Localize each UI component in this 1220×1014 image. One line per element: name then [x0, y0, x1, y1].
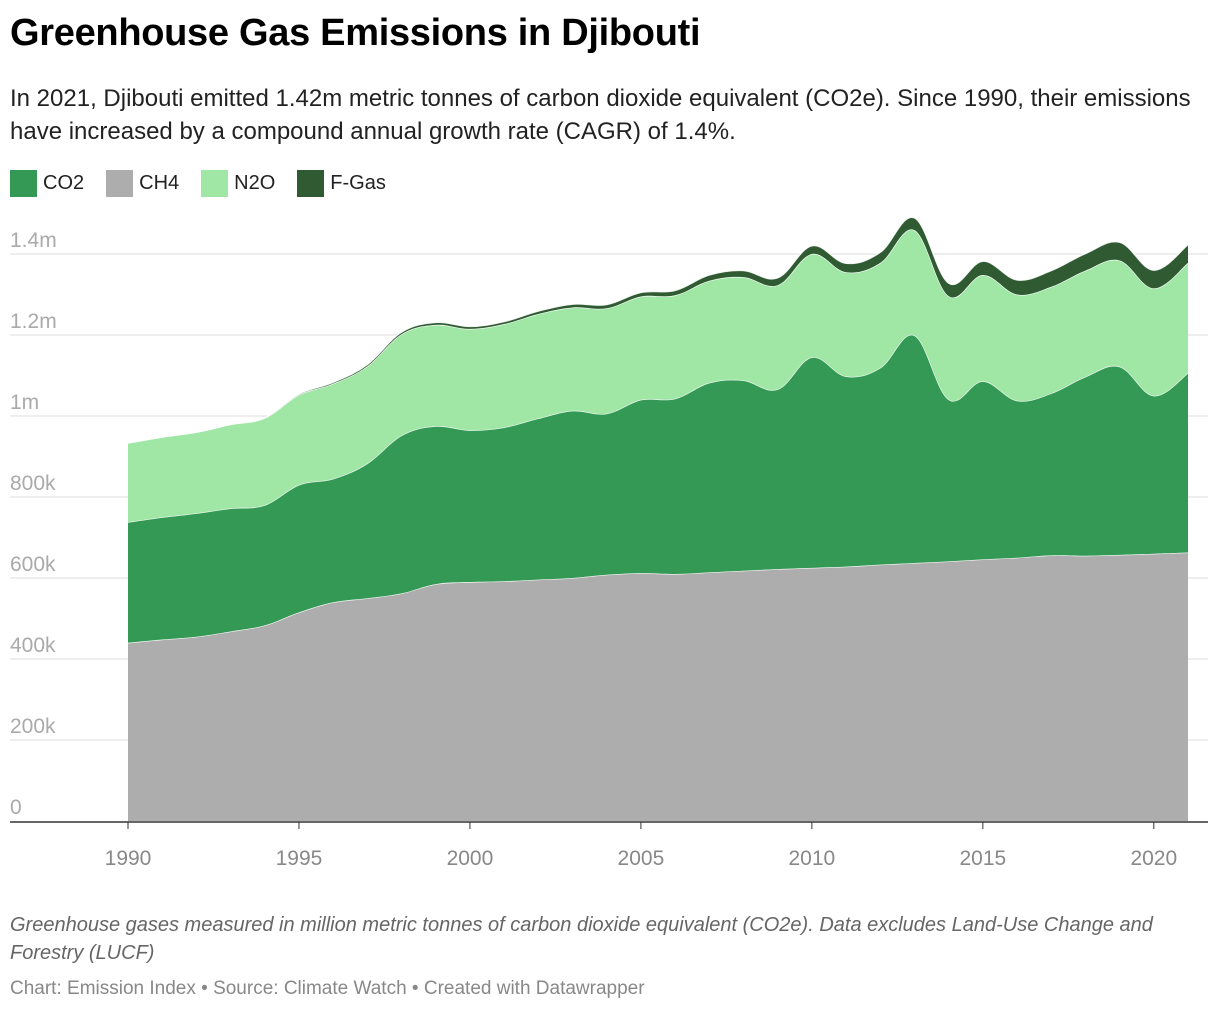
x-tick-label: 1990	[105, 847, 152, 870]
legend-item-ch4: CH4	[106, 170, 179, 197]
area-n2o	[128, 229, 1188, 523]
legend-label-ch4: CH4	[139, 172, 180, 194]
chart-subtitle: In 2021, Djibouti emitted 1.42m metric t…	[10, 85, 1191, 145]
x-tick-label: 1995	[276, 847, 323, 870]
area-ch4	[128, 552, 1188, 821]
chart-title: Greenhouse Gas Emissions in Djibouti	[10, 12, 701, 54]
y-tick-label: 800k	[10, 472, 56, 495]
legend-label-n2o: N2O	[234, 172, 276, 194]
area-co2	[128, 334, 1188, 643]
legend: CO2 CH4 N2O F-Gas	[10, 170, 408, 197]
y-tick-label: 0	[10, 796, 22, 819]
y-tick-label: 600k	[10, 553, 56, 576]
grid-layer: 0 200k 400k 600k 800k 1m 1.2m 1.4m	[10, 229, 1208, 819]
y-tick-label: 1.2m	[10, 310, 57, 333]
axis-layer: 1990 1995 2000 2005 2010 2015 2020	[10, 821, 1208, 870]
x-tick-label: 2005	[618, 847, 665, 870]
y-tick-label: 400k	[10, 634, 56, 657]
x-tick-label: 2020	[1130, 847, 1177, 870]
area-edge-fgas	[127, 216, 1189, 444]
area-layer	[127, 216, 1189, 821]
legend-swatch-ch4	[106, 170, 134, 197]
x-tick-label: 2000	[447, 847, 494, 870]
y-tick-label: 200k	[10, 715, 56, 738]
y-tick-label: 1m	[10, 391, 39, 414]
chart-credits: Chart: Emission Index • Source: Climate …	[10, 978, 645, 999]
legend-item-fgas: F-Gas	[297, 170, 386, 197]
legend-item-co2: CO2	[10, 170, 84, 197]
legend-swatch-n2o	[201, 170, 229, 197]
legend-swatch-co2	[10, 170, 37, 197]
legend-label-fgas: F-Gas	[330, 172, 386, 194]
stacked-area-chart: 0 200k 400k 600k 800k 1m 1.2m 1.4m 1990 1995 2000…	[10, 216, 1208, 870]
x-tick-label: 2015	[959, 847, 1006, 870]
legend-item-n2o: N2O	[201, 170, 275, 197]
x-tick-label: 2010	[789, 847, 836, 870]
y-tick-label: 1.4m	[10, 229, 57, 252]
legend-label-co2: CO2	[43, 172, 85, 194]
chart-notes: Greenhouse gases measured in million met…	[10, 914, 1153, 964]
legend-swatch-fgas	[297, 170, 325, 197]
